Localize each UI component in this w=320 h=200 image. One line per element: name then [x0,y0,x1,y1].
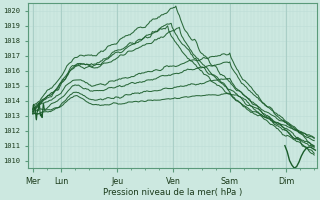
X-axis label: Pression niveau de la mer( hPa ): Pression niveau de la mer( hPa ) [103,188,242,197]
